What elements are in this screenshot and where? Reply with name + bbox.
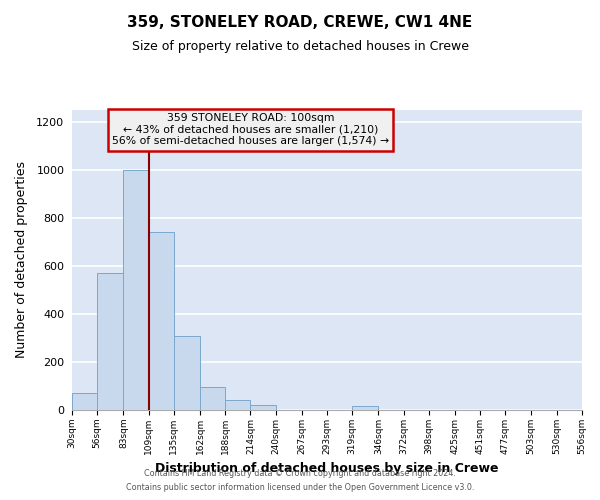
Bar — [72, 393, 97, 410]
Text: Size of property relative to detached houses in Crewe: Size of property relative to detached ho… — [131, 40, 469, 53]
Bar — [174, 336, 200, 410]
Bar — [149, 232, 174, 410]
Text: 359, STONELEY ROAD, CREWE, CW1 4NE: 359, STONELEY ROAD, CREWE, CW1 4NE — [127, 15, 473, 30]
Bar — [124, 170, 149, 410]
Bar — [200, 387, 225, 410]
X-axis label: Distribution of detached houses by size in Crewe: Distribution of detached houses by size … — [155, 462, 499, 475]
Bar — [97, 273, 124, 410]
Text: Contains HM Land Registry data © Crown copyright and database right 2024.: Contains HM Land Registry data © Crown c… — [144, 468, 456, 477]
Bar — [225, 400, 250, 410]
Bar — [352, 406, 379, 410]
Y-axis label: Number of detached properties: Number of detached properties — [15, 162, 28, 358]
Text: Contains public sector information licensed under the Open Government Licence v3: Contains public sector information licen… — [126, 484, 474, 492]
Text: 359 STONELEY ROAD: 100sqm
← 43% of detached houses are smaller (1,210)
56% of se: 359 STONELEY ROAD: 100sqm ← 43% of detac… — [112, 113, 389, 146]
Bar — [250, 405, 275, 410]
